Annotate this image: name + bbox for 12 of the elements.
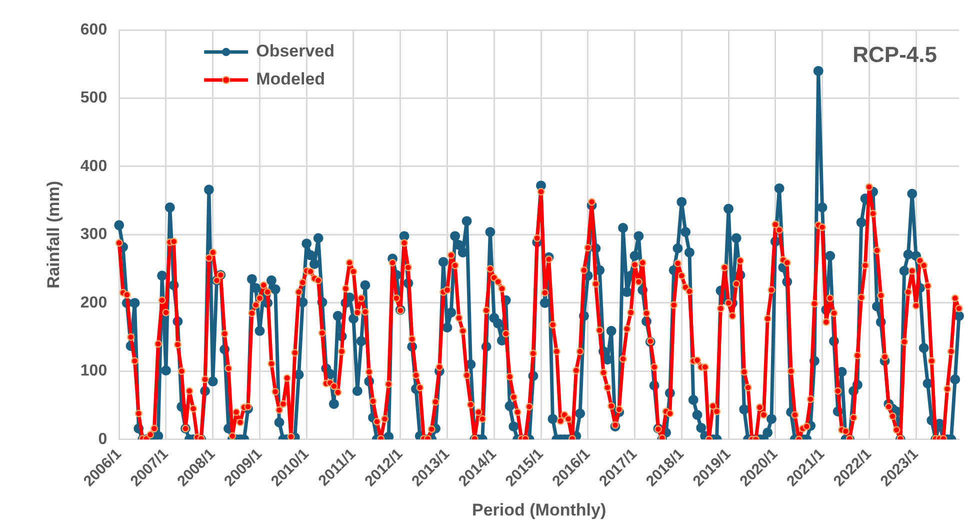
legend-label: Modeled <box>256 70 326 89</box>
y-tick-label: 300 <box>80 226 108 244</box>
legend-label: Observed <box>256 42 335 61</box>
y-tick-label: 600 <box>80 21 108 38</box>
x-axis-title: Period (Monthly) <box>472 500 606 520</box>
y-tick-label: 200 <box>80 294 108 312</box>
y-tick-label: 0 <box>98 430 108 448</box>
y-tick-label: 500 <box>80 90 108 107</box>
y-tick-label: 100 <box>80 362 108 380</box>
annotation: RCP-4.5 <box>852 42 937 68</box>
y-axis-title: Rainfall (mm) <box>44 180 63 289</box>
y-tick-label: 400 <box>80 158 108 175</box>
